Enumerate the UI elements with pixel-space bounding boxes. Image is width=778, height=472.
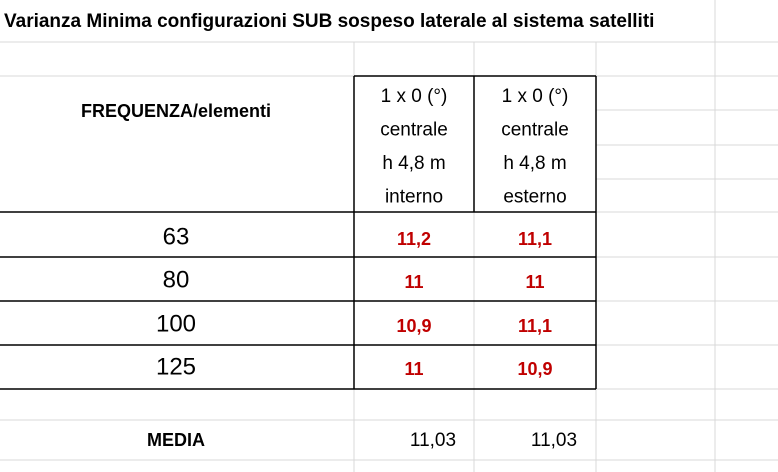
header-label: FREQUENZA/elementi — [81, 101, 271, 121]
frequency: 125 — [156, 353, 196, 380]
header-cell: h 4,8 m — [503, 153, 566, 174]
footer-value: 11,03 — [410, 430, 456, 451]
title: Varianza Minima configurazioni SUB sospe… — [4, 11, 654, 32]
header-cell: centrale — [380, 120, 448, 141]
footer-value: 11,03 — [531, 430, 577, 451]
header-cell: 1 x 0 (°) — [502, 86, 569, 107]
value-cell: 10,9 — [517, 359, 552, 379]
frequency: 80 — [163, 266, 190, 293]
frequency: 63 — [163, 223, 190, 250]
header-cell: esterno — [503, 187, 566, 208]
header-cell: interno — [385, 187, 443, 208]
value-cell: 11,1 — [518, 316, 552, 336]
frequency: 100 — [156, 310, 196, 337]
value-cell: 11 — [404, 272, 423, 292]
header-cell: h 4,8 m — [382, 153, 445, 174]
footer-label: MEDIA — [147, 430, 205, 450]
header-cell: centrale — [501, 120, 569, 141]
value-cell: 11,2 — [397, 229, 431, 249]
value-cell: 11,1 — [518, 229, 552, 249]
value-cell: 10,9 — [396, 316, 431, 336]
borders — [0, 75, 597, 390]
header-cell: 1 x 0 (°) — [381, 86, 448, 107]
value-cell: 11 — [525, 272, 544, 292]
value-cell: 11 — [404, 359, 423, 379]
